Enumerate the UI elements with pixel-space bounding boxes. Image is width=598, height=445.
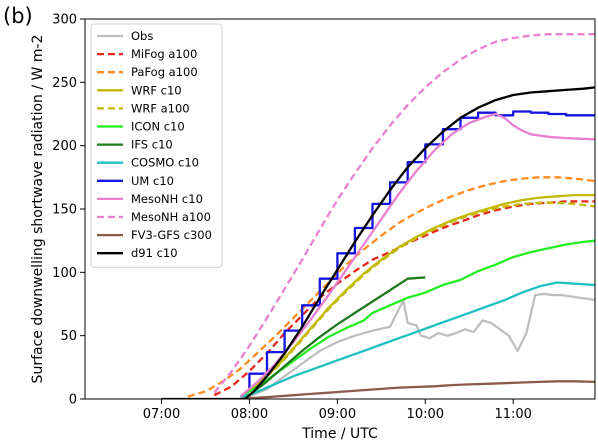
x-tick-label: 11:00 bbox=[494, 407, 531, 422]
legend-label-icon-c10: ICON c10 bbox=[131, 120, 185, 134]
series-line-wrf-a100 bbox=[239, 201, 595, 398]
legend-label-mesonh-c10: MesoNH c10 bbox=[131, 192, 203, 206]
legend-label-mesonh-a100: MesoNH a100 bbox=[131, 210, 211, 224]
series-line-icon-c10 bbox=[240, 239, 595, 398]
legend-label-mifog-a100: MiFog a100 bbox=[131, 47, 197, 61]
x-axis-label: Time / UTC bbox=[301, 426, 378, 442]
series-line-ifs-c10 bbox=[248, 276, 426, 397]
legend-label-wrf-a100: WRF a100 bbox=[131, 101, 190, 115]
x-tick-label: 10:00 bbox=[407, 407, 444, 422]
legend-label-obs: Obs bbox=[131, 29, 153, 43]
series-line-fv3-gfs-c300 bbox=[240, 380, 595, 399]
legend-label-ifs-c10: IFS c10 bbox=[131, 138, 173, 152]
legend-label-cosmo-c10: COSMO c10 bbox=[131, 156, 199, 170]
series-line-pafog-a100 bbox=[187, 176, 595, 398]
y-tick-label: 150 bbox=[52, 203, 77, 218]
legend-label-wrf-c10: WRF c10 bbox=[131, 83, 182, 97]
series-line-obs bbox=[248, 292, 595, 398]
y-tick-label: 50 bbox=[60, 329, 77, 344]
series-line-d91-c10 bbox=[161, 86, 595, 399]
y-tick-label: 0 bbox=[69, 393, 77, 408]
series-line-mesonh-a100 bbox=[213, 33, 595, 394]
y-tick-label: 100 bbox=[52, 266, 77, 281]
y-axis-label: Surface downwelling shortwave radiation … bbox=[30, 35, 46, 384]
x-tick-label: 08:00 bbox=[231, 407, 268, 422]
panel-label: (b) bbox=[3, 4, 33, 28]
y-tick-label: 300 bbox=[52, 13, 77, 28]
y-tick-label: 200 bbox=[52, 139, 77, 154]
legend-box bbox=[90, 23, 223, 268]
x-tick-label: 07:00 bbox=[143, 407, 180, 422]
legend-label-d91-c10: d91 c10 bbox=[131, 246, 178, 260]
series-line-um-c10 bbox=[248, 110, 595, 389]
series-line-cosmo-c10 bbox=[240, 281, 595, 399]
y-tick-label: 250 bbox=[52, 76, 77, 91]
x-tick-label: 09:00 bbox=[319, 407, 356, 422]
series-line-mesonh-c10 bbox=[239, 112, 595, 398]
legend-label-um-c10: UM c10 bbox=[131, 174, 174, 188]
legend-label-pafog-a100: PaFog a100 bbox=[131, 65, 198, 79]
legend-label-fv3-gfs-c300: FV3-GFS c300 bbox=[131, 228, 212, 242]
legend: Obs MiFog a100 PaFog a100 WRF c10 WRF a100 IC… bbox=[90, 23, 223, 268]
